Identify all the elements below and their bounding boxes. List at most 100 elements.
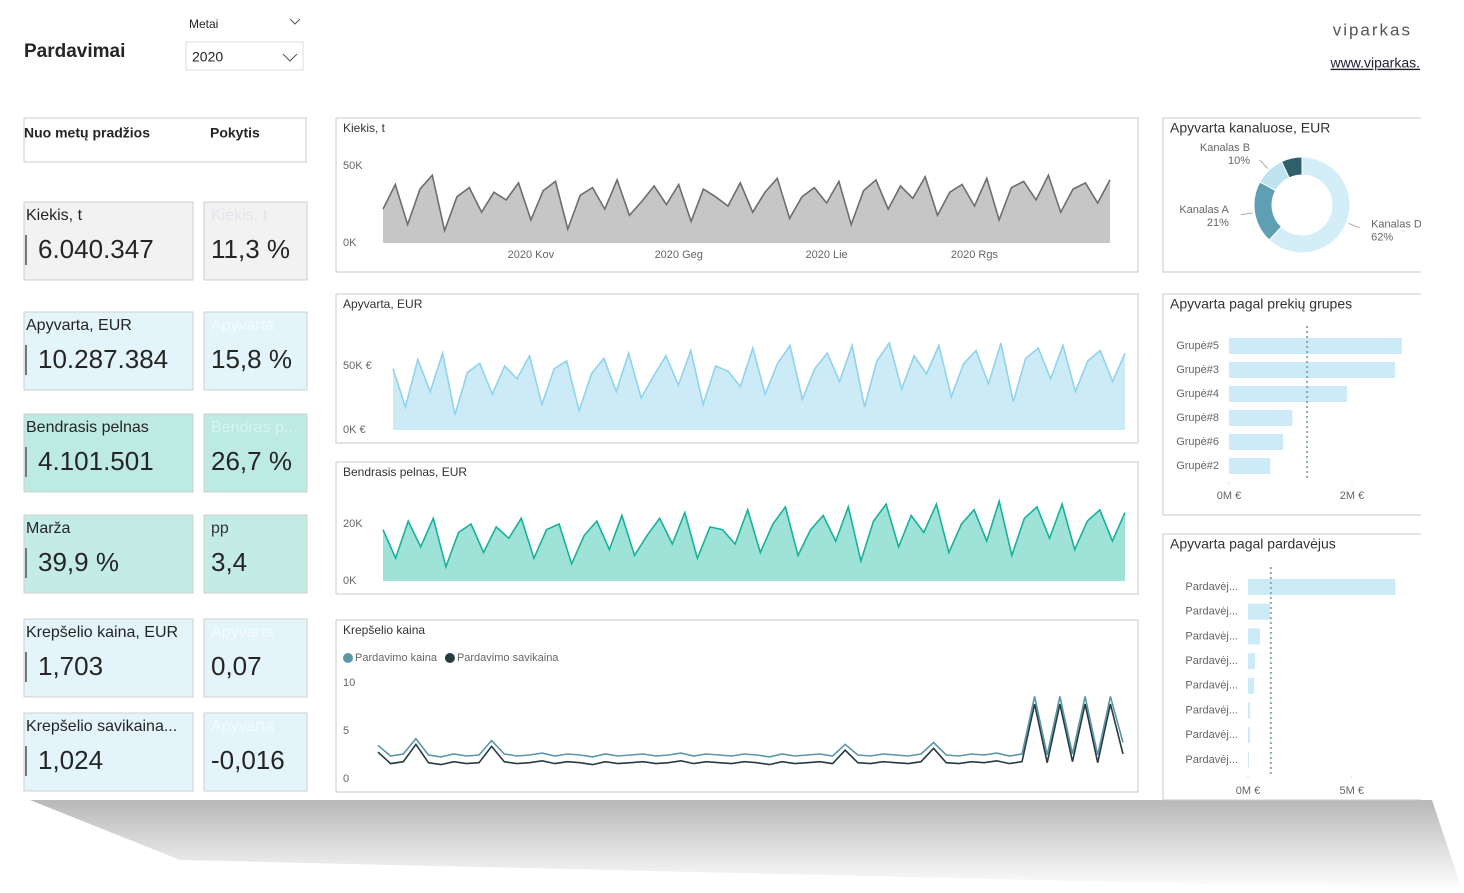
visual-title: Kiekis, t — [343, 121, 386, 135]
slice-value: 10% — [1228, 155, 1250, 167]
kpi-change-value: -0,016 — [211, 745, 285, 775]
area-fill — [393, 343, 1125, 430]
area-fill — [383, 501, 1125, 581]
bar-category: Grupė#4 — [1176, 388, 1219, 400]
y-tick-label: 0 — [343, 773, 349, 785]
visual-title: Bendrasis pelnas, EUR — [343, 465, 467, 479]
bar — [1229, 338, 1402, 354]
kpi-change-label: Kiekis, t — [211, 207, 268, 224]
leader-line — [1348, 222, 1360, 229]
kpi-card — [23, 311, 194, 391]
kpi-value: 4.101.501 — [38, 446, 154, 476]
report-title: Pardavimai — [24, 41, 125, 62]
x-tick-label: 2020 Rgs — [951, 249, 999, 261]
leader-line — [1240, 212, 1253, 216]
kpi-change-label: Bendras p... — [211, 419, 297, 436]
y-tick-label: 50K € — [343, 360, 372, 372]
bar-category: Grupė#2 — [1176, 460, 1219, 472]
website-link[interactable]: www.viparkas. — [1330, 55, 1420, 71]
x-tick-label: 2020 Geg — [655, 249, 703, 261]
bar — [1248, 702, 1251, 719]
bar — [1248, 579, 1396, 595]
kpi-change-card — [203, 413, 308, 493]
visual: Apyvarta pagal pardavėjus Pardavėj... Pard… — [1162, 533, 1421, 801]
area-line — [382, 498, 1126, 570]
kpi-label: Apyvarta, EUR — [26, 317, 132, 334]
visual: Bendrasis pelnas, EUR 0K 20K — [335, 461, 1139, 595]
area-line — [382, 173, 1111, 234]
visual: Apyvarta kanaluose, EUR Kanalas D62% Kanal… — [1162, 117, 1421, 273]
kpi-label: Marža — [26, 520, 71, 537]
leader-line — [1259, 159, 1269, 169]
kpi-value: 10.287.384 — [38, 344, 168, 374]
slice-value: 62% — [1371, 232, 1393, 244]
bar-category: Pardavėj... — [1185, 606, 1238, 618]
y-tick-label: 0K € — [343, 424, 366, 436]
y-tick-label: 5 — [343, 725, 349, 737]
kpi-change-label: Apyvarta — [211, 624, 274, 641]
kpi-change-value: 26,7 % — [211, 446, 292, 476]
kpi-change-card — [203, 712, 308, 792]
kpi-change-card — [203, 618, 308, 698]
kpi-value: 6.040.347 — [38, 234, 154, 264]
bar-category: Grupė#5 — [1176, 340, 1219, 352]
page-shadow — [30, 800, 1462, 890]
bar-category: Pardavėj... — [1185, 630, 1238, 642]
dropdown-chevron[interactable] — [282, 53, 298, 62]
x-tick-label: 0M € — [1236, 785, 1260, 797]
bar — [1248, 751, 1250, 768]
y-tick-label: 10 — [343, 677, 355, 689]
bar — [1248, 727, 1251, 744]
bar-category: Pardavėj... — [1185, 680, 1238, 692]
kpi-value: 1,703 — [38, 651, 103, 681]
kpi-card — [23, 618, 194, 698]
visual: Kiekis, t 0K 50K 2020 Kov 2020 Geg 2020 Lie 20… — [335, 117, 1139, 273]
visual-frame — [335, 619, 1139, 793]
slicer-dropdown[interactable] — [185, 41, 304, 71]
visual: Krepšelio kaina 0 5 10 Pardavimo kaina Pardav… — [335, 619, 1139, 793]
visual-title: Apyvarta pagal prekių grupes — [1170, 296, 1352, 312]
visual-frame — [1162, 293, 1421, 516]
kpi-change-card — [203, 514, 308, 594]
kpi-change-value: 15,8 % — [211, 344, 292, 374]
slicer-chevron[interactable] — [289, 18, 301, 25]
kpi-card — [23, 712, 194, 792]
kpi-change-value: 3,4 — [211, 547, 247, 577]
kpi-label: Krepšelio savikaina... — [26, 718, 177, 735]
x-tick-label: 2020 Lie — [805, 249, 847, 261]
kpi-card — [23, 201, 194, 281]
visual: Apyvarta, EUR 0K € 50K € — [335, 293, 1139, 444]
kpi-value: 1,024 — [38, 745, 103, 775]
kpi-change-label: Apyvarta — [211, 718, 274, 735]
bar-category: Pardavėj... — [1185, 754, 1238, 766]
slice-value: 21% — [1207, 217, 1229, 229]
x-tick-label: 2020 Kov — [508, 249, 555, 261]
legend-swatch — [343, 653, 353, 663]
kpi-change-card — [203, 311, 308, 391]
kpi-label: Kiekis, t — [26, 207, 83, 224]
legend-swatch — [444, 653, 455, 663]
bar-category: Grupė#6 — [1176, 436, 1219, 448]
visual-title: Apyvarta kanaluose, EUR — [1170, 120, 1330, 136]
area-line — [392, 341, 1126, 415]
bar-category: Pardavėj... — [1185, 581, 1238, 593]
visual-title: Apyvarta pagal pardavėjus — [1170, 536, 1336, 552]
slicer-value[interactable]: 2020 — [192, 49, 223, 65]
bar — [1229, 458, 1271, 474]
bar-category: Grupė#8 — [1176, 412, 1219, 424]
kpi-change-label: Apyvarta — [211, 317, 274, 334]
legend-label: Pardavimo savikaina — [457, 652, 559, 664]
kpi-card — [23, 413, 194, 493]
kpi-change-value: 0,07 — [211, 651, 262, 681]
bar — [1248, 677, 1255, 694]
visual-frame — [1162, 533, 1421, 801]
area-fill — [383, 175, 1110, 243]
x-tick-label: 2M € — [1340, 490, 1364, 502]
bar-category: Pardavėj... — [1185, 655, 1238, 667]
slicer-label: Metai — [189, 17, 218, 31]
slice-label: Kanalas A — [1179, 204, 1229, 216]
bar — [1248, 628, 1261, 645]
bar — [1229, 410, 1293, 426]
bar-category: Pardavėj... — [1185, 704, 1238, 716]
donut-slice — [1268, 156, 1351, 254]
